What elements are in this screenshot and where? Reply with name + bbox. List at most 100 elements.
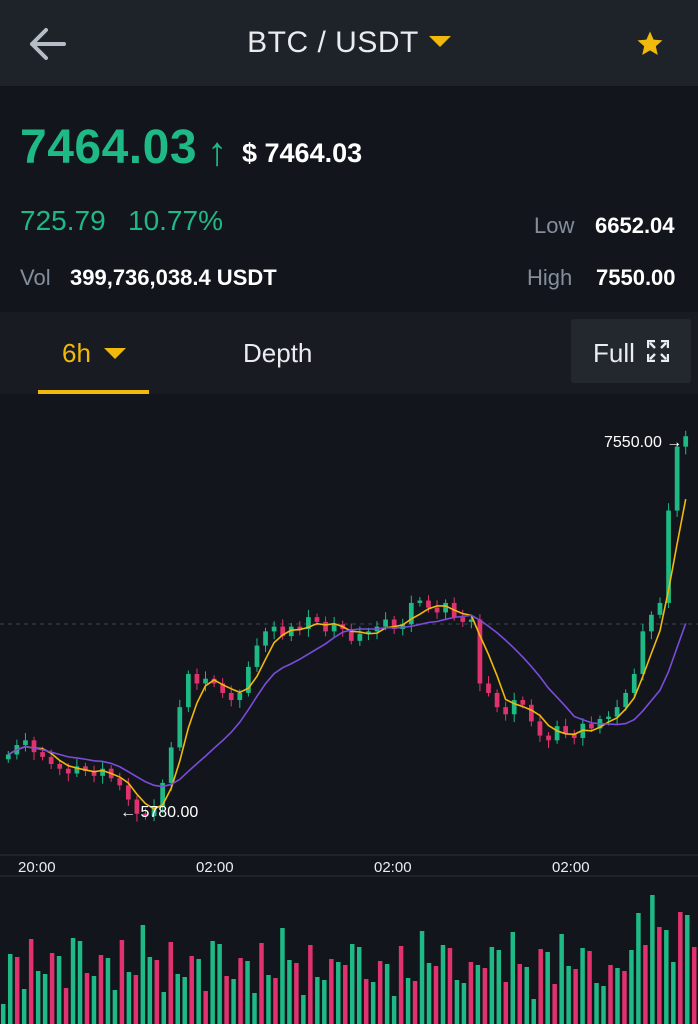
volume-bar [63,988,69,1024]
volume-bar [664,930,669,1024]
star-icon[interactable] [636,30,664,58]
candle-body [674,446,680,511]
volume-bar [259,943,264,1024]
volume-bar [685,915,690,1024]
candle-body [31,740,37,753]
candle-body [228,692,234,701]
price-panel [0,86,698,312]
change-percent: 10.77% [128,205,223,236]
volume-bar [475,965,481,1024]
candle-body [134,799,140,814]
volume-bar [643,945,648,1024]
candle-body [571,733,577,738]
volume-bar [49,953,55,1024]
up-arrow-icon: ↑ [207,130,227,174]
volume-bar [524,967,529,1024]
candle-body [589,723,594,729]
volume-bar [671,962,676,1024]
candle-body [65,768,71,774]
candle-body [348,629,354,641]
candle-body [640,631,646,674]
volume-bar [210,941,215,1024]
volume-bar [545,952,550,1024]
candle-body [417,600,423,603]
usd-price: $ 7464.03 [242,138,363,168]
volume-bar [461,983,467,1024]
volume-value: 399,736,038.4 USDT [70,265,277,290]
x-tick-label: 02:00 [196,859,234,876]
candle-body [288,626,294,637]
high-value: 7550.00 [596,265,676,290]
volume-bar [517,964,522,1024]
volume-bar [650,895,655,1024]
candle-body [443,602,448,613]
candle-body [546,735,551,741]
candle-body [520,700,526,705]
candle-body [203,678,208,684]
volume-bar [245,961,250,1024]
volume-bar [350,944,355,1024]
fullscreen-button[interactable]: Full [571,319,691,383]
volume-bar [224,976,229,1024]
candle-body [143,813,148,817]
candle-body [211,678,217,684]
change-absolute: 725.79 [20,205,106,236]
volume-bar [447,948,453,1024]
volume-bar [594,983,599,1024]
tab-interval[interactable]: 6h [38,312,149,394]
volume-bar [133,975,139,1024]
volume-bar [35,971,41,1024]
pair-selector[interactable]: BTC / USDT [0,26,698,60]
candle-body [331,624,337,632]
volume-bar [294,963,299,1024]
candle-body [391,619,397,629]
top-bar: BTC / USDT [0,0,698,86]
caret-down-icon [428,35,451,47]
candle-body [246,666,251,693]
volume-bar [273,978,278,1024]
candle-body [503,707,508,715]
volume-bar [182,977,187,1024]
volume-bar [7,954,13,1024]
candle-body [494,692,500,708]
volume-bar [252,993,257,1024]
candle-body [477,619,483,684]
candle-body [297,626,303,629]
volume-bar [301,995,306,1024]
volume-bar [266,975,271,1024]
volume-bar [615,968,620,1024]
candle-body [168,747,174,783]
low-price-marker: ← 5780.00 [120,804,198,821]
x-tick-label: 20:00 [18,859,56,876]
candle-body [23,740,28,746]
tab-depth[interactable]: Depth [243,338,313,368]
volume-bar [636,913,641,1024]
ma-fast-line [7,498,687,810]
volume-bar [573,969,578,1024]
volume-bar [1,1004,6,1024]
volume-bar [377,961,383,1024]
full-label: Full [593,338,635,368]
volume-bar [531,999,536,1024]
volume-bar [692,947,697,1024]
candle-body [366,631,371,634]
chart-svg: 7550.00 → ← 5780.00 20:00 02:00 02:00 02:00 [0,430,698,1024]
low-value: 6652.04 [595,213,675,238]
volume-bar [412,981,418,1024]
candle-body [537,721,543,736]
candle-body [100,768,105,776]
volume-bar [482,968,488,1024]
candle-body [125,785,131,800]
back-arrow-icon[interactable] [24,24,68,64]
volume-bar [217,944,222,1024]
volume-bar [28,939,34,1024]
candlestick-chart[interactable]: 7550.00 → ← 5780.00 20:00 02:00 02:00 02:00 [0,394,698,1024]
candle-body [460,617,466,622]
volume-bar [280,928,285,1024]
volume-bar [496,950,502,1024]
volume-bar [77,941,83,1024]
volume-bar [657,927,662,1024]
candle-body [237,692,243,701]
x-tick-label: 02:00 [552,859,590,876]
volume-bar [510,932,516,1024]
